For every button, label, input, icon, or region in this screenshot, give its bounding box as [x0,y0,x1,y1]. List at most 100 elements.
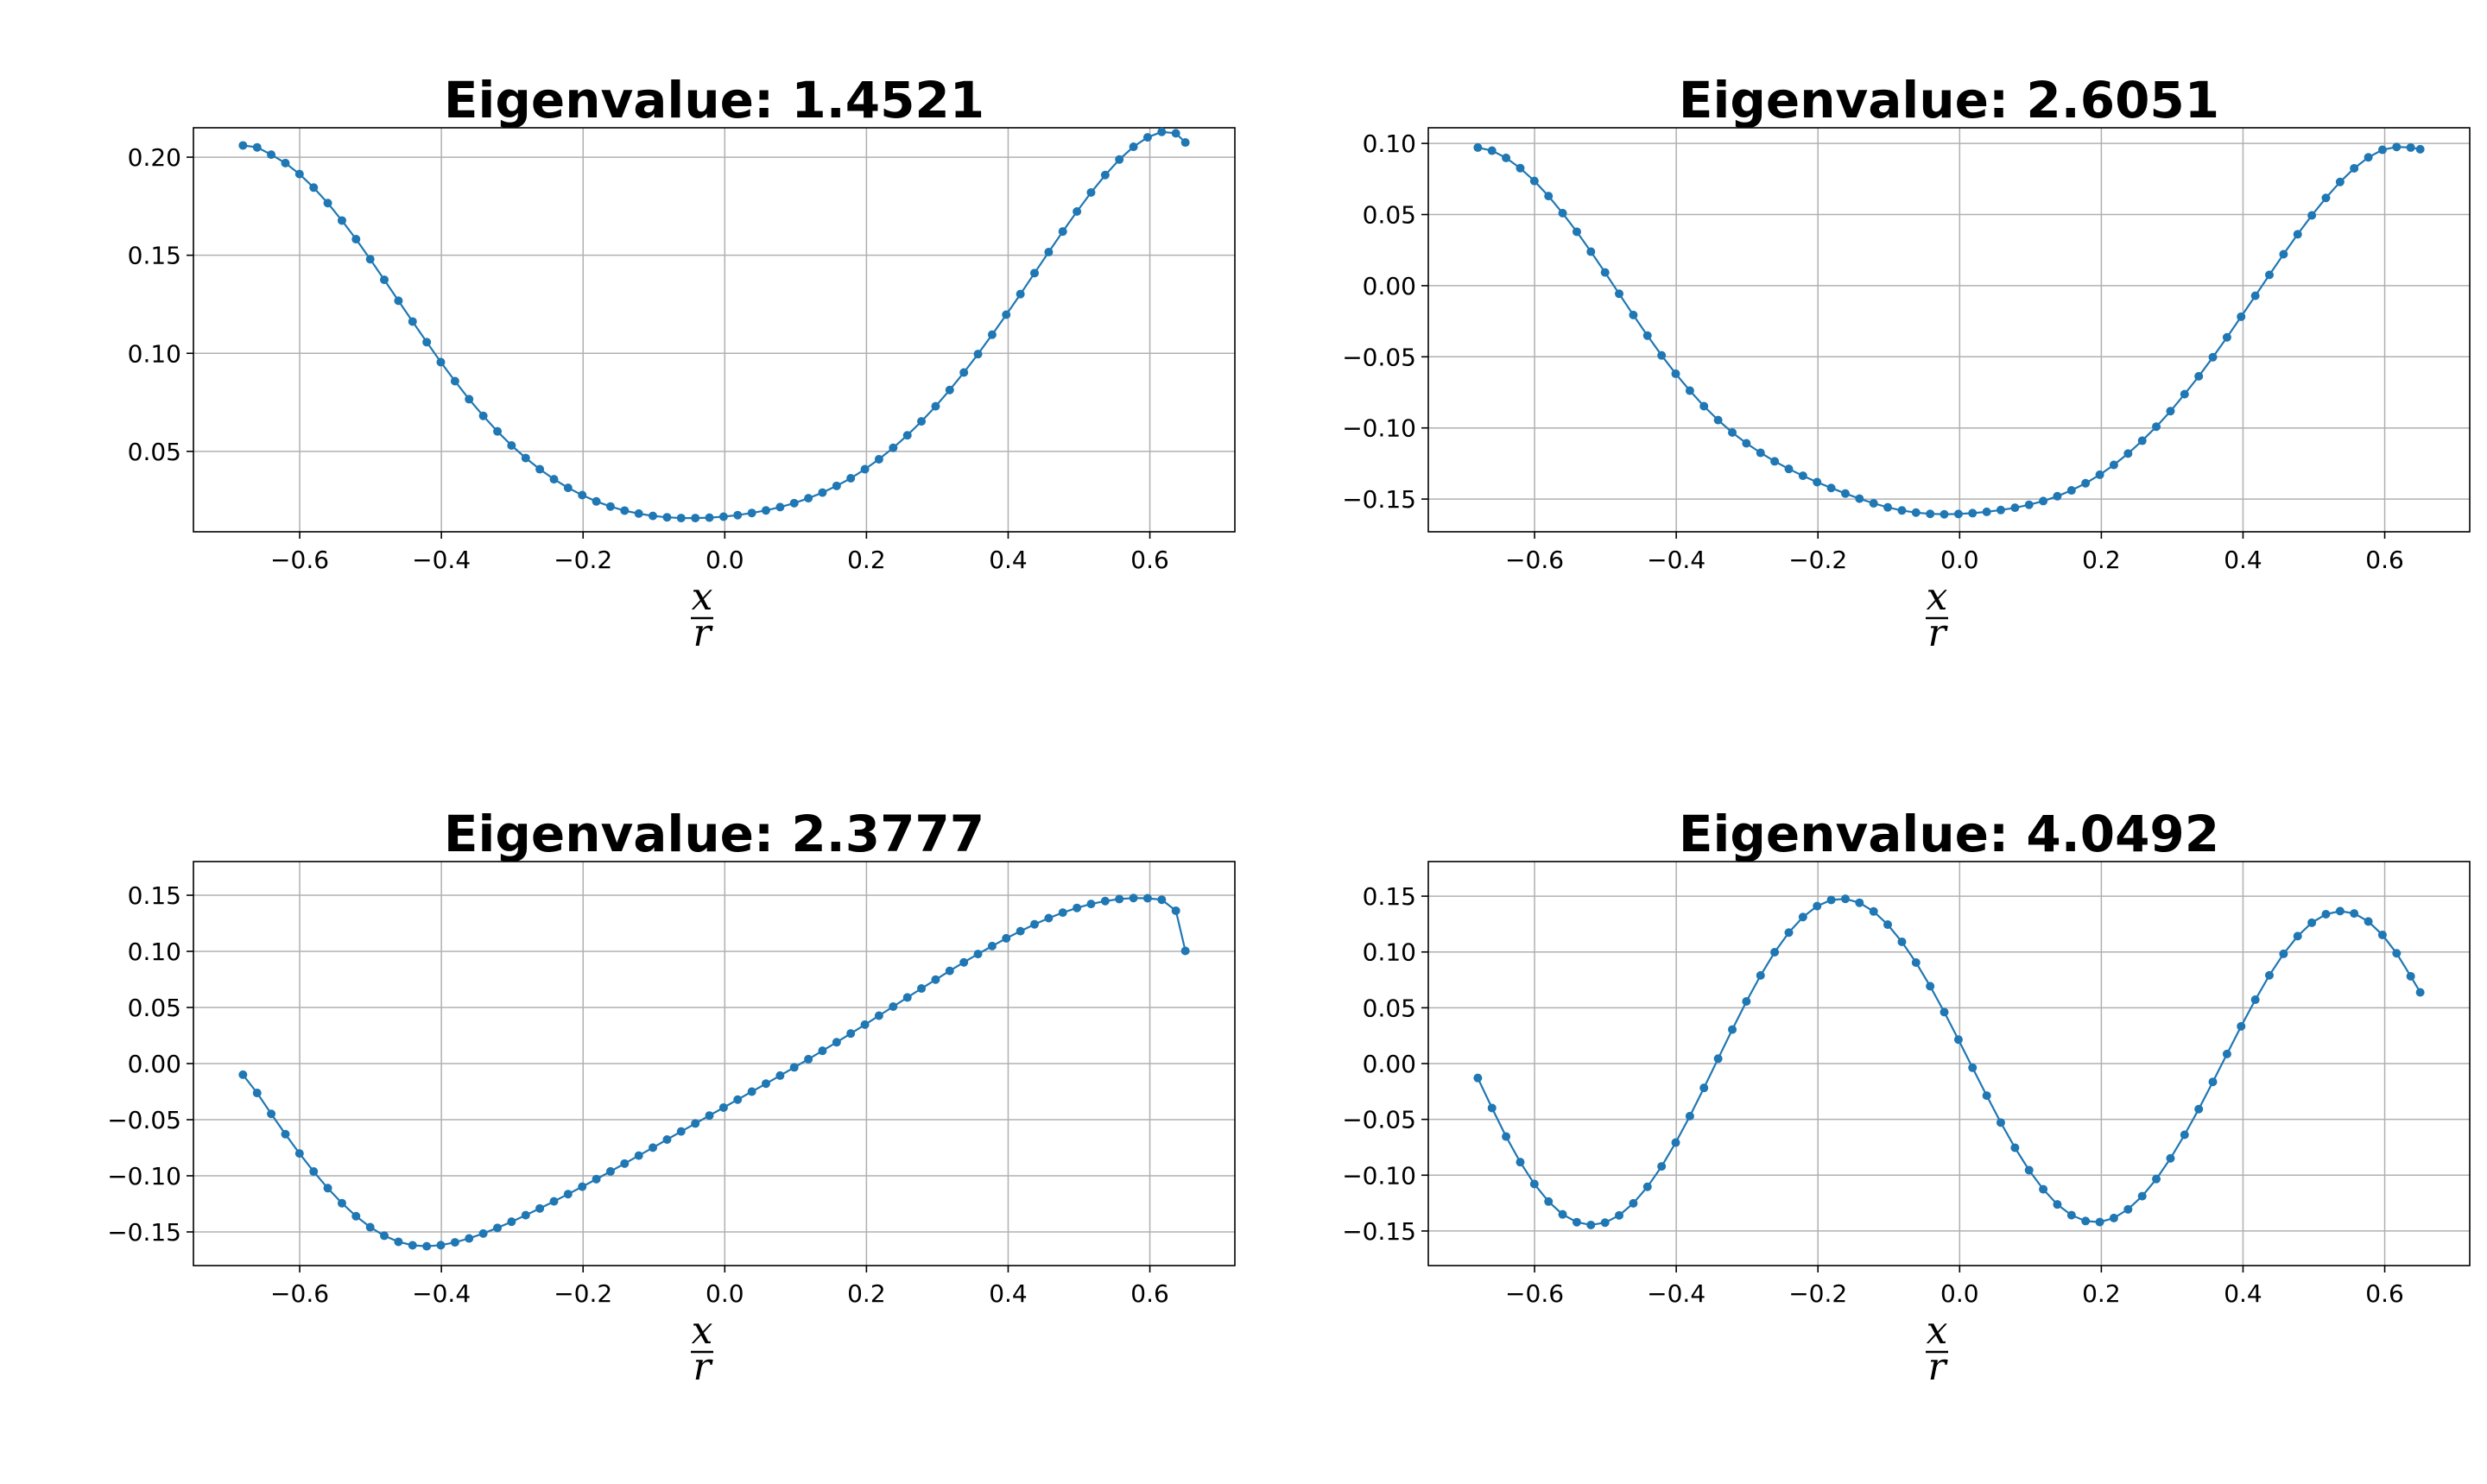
data-point [1855,494,1864,503]
data-point [2237,312,2246,321]
x-tick-label: −0.6 [270,1279,329,1308]
data-point [1756,448,1765,458]
data-point [889,1001,898,1011]
x-tick-label: 0.6 [2365,1279,2404,1308]
data-point [874,1011,883,1020]
x-tick-label: 0.0 [1940,1279,1979,1308]
data-point [252,1089,262,1098]
data-point [775,502,785,512]
data-point [1685,1111,1694,1121]
y-tick-label: 0.05 [128,438,181,466]
data-point [351,235,361,244]
data-point [578,1182,587,1191]
data-point [2152,422,2161,432]
data-point [563,483,573,493]
data-point [1728,1025,1737,1034]
subplot-grid: Eigenvalue: 1.4521 −0.6 −0.4 −0.2 0.0 0.2 0.4 0… [107,71,2471,1389]
axes-frame [193,861,1236,1266]
data-point [408,1241,417,1250]
x-tick-label: −0.2 [554,1279,612,1308]
chart-title: Eigenvalue: 1.4521 [444,71,984,129]
data-point [1502,1132,1511,1141]
x-axis-label-numerator: x [692,1309,713,1353]
data-point [1073,903,1082,913]
data-point [1115,155,1124,164]
data-point [1699,1083,1709,1093]
data-point [705,513,714,522]
data-point [2109,1213,2118,1222]
data-point [1953,1035,1963,1045]
data-point [2364,917,2373,926]
data-point [1742,439,1751,448]
data-point [238,141,248,150]
data-point [1713,415,1723,425]
data-point [1502,153,1511,162]
data-point [2208,352,2218,362]
data-point [2377,145,2387,155]
y-tick-label: −0.15 [1342,485,1416,514]
data-point [634,1151,643,1160]
data-point [1086,187,1096,197]
data-point [931,401,940,411]
data-point [662,513,672,522]
data-point [1968,508,1978,518]
data-point [832,481,841,490]
data-point [2137,1191,2147,1201]
data-point [2123,449,2133,458]
data-point [1671,369,1680,378]
data-point [1982,507,1991,516]
data-point [634,508,643,518]
data-point [238,1070,248,1079]
y-tick-label: 0.00 [1363,1050,1416,1078]
data-point [267,150,276,160]
data-point [2392,142,2402,152]
data-point [2279,949,2288,958]
x-tick-label: 0.6 [1130,1279,1169,1308]
data-point [1572,227,1581,237]
x-axis-label-denominator: r [1927,1345,1948,1389]
data-point [902,993,912,1002]
data-point [1813,477,1822,487]
data-point [1086,900,1096,909]
data-point [1883,920,1893,930]
data-point [436,1241,446,1250]
data-point [1487,1103,1497,1113]
y-tick-label: 0.10 [1363,938,1416,967]
x-tick-label: −0.4 [412,546,471,574]
data-point [493,1223,503,1233]
data-point [818,1046,827,1056]
subplot-2: Eigenvalue: 2.6051 −0.6 −0.4 −0.2 0.0 0.2 0.4 0… [1342,71,2471,655]
y-tick-label: 0.00 [1363,272,1416,300]
data-point [2279,249,2288,259]
data-point [620,1159,630,1168]
data-point [775,1070,785,1080]
data-point [2095,470,2104,479]
data-point [1784,928,1794,938]
data-point [1982,1091,1991,1101]
data-point [1657,350,1667,360]
data-point [493,426,503,436]
data-point [2222,1049,2231,1058]
x-tick-label: 0.6 [2365,546,2404,574]
data-point [1016,289,1025,299]
x-axis-label-denominator: r [693,611,713,655]
data-point [1129,142,1138,152]
y-tick-label: −0.05 [107,1106,181,1134]
x-tick-label: 0.4 [989,546,1028,574]
chart-title: Eigenvalue: 2.6051 [1679,71,2219,129]
data-point [761,1079,770,1089]
data-point [676,1127,686,1136]
data-point [2264,970,2274,980]
data-point [1642,331,1652,340]
subplot-4: Eigenvalue: 4.0492 −0.6 −0.4 −0.2 0.0 0.2 0.4 0… [1342,805,2471,1389]
data-point [1826,483,1836,493]
data-point [691,514,700,523]
data-point [294,1149,304,1159]
data-point [1784,464,1794,474]
data-point [2406,142,2415,152]
x-axis-label-denominator: r [693,1345,713,1389]
data-point [563,1190,573,1199]
data-point [478,1228,488,1238]
data-point [1770,947,1780,957]
